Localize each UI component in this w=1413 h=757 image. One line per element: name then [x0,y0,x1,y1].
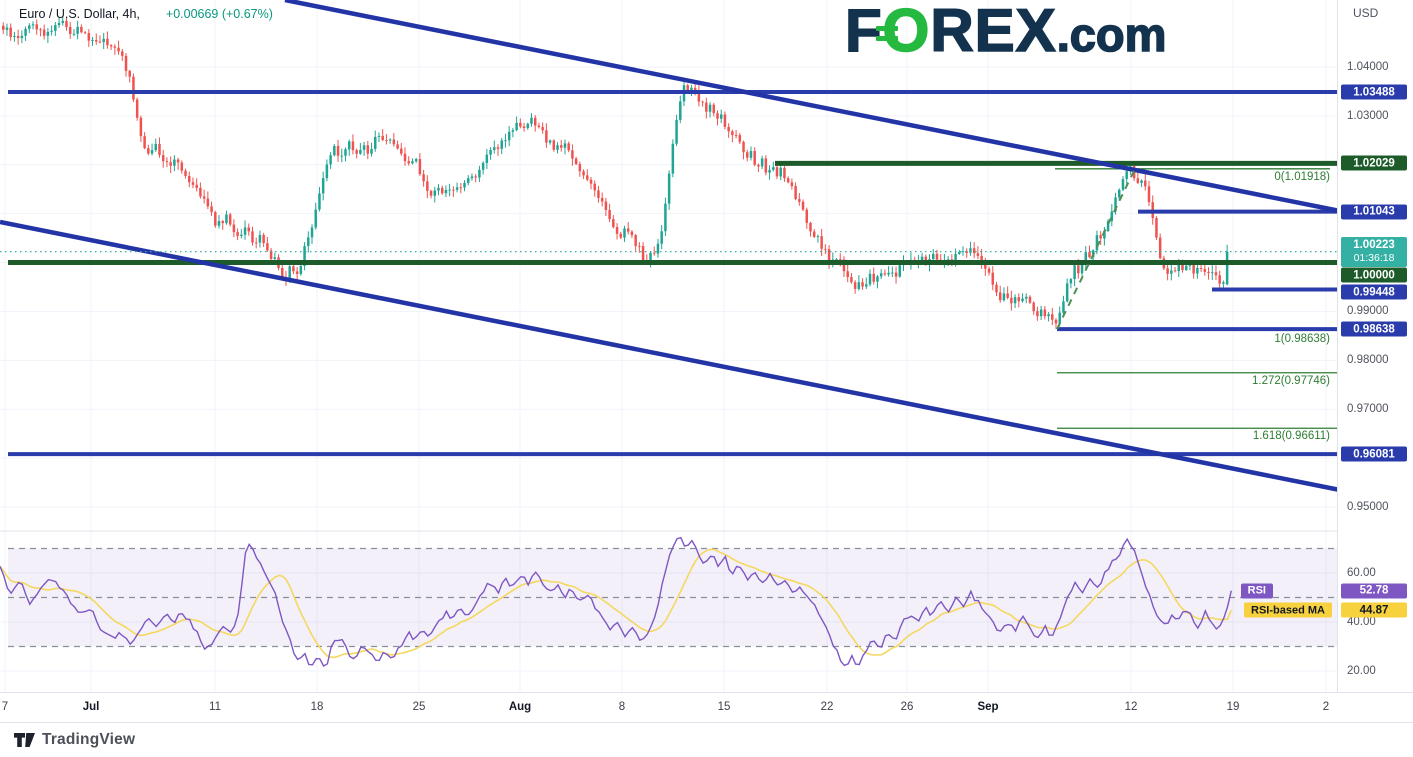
time-label: 26 [900,701,914,713]
candlesticks [2,16,1229,329]
price-tick-label: 1.04000 [1347,61,1389,73]
time-label: 15 [717,701,731,713]
current-price-badge: 1.00223 01:36:18 [1341,236,1407,267]
lower-channel [0,219,1346,494]
rsi-value-badge: 44.87 [1341,602,1407,618]
time-label: 2 [1322,701,1330,713]
price-tick-label: 0.99000 [1347,305,1389,318]
price-level-badge: 0.98638 [1341,321,1407,337]
rsi-ma-line [0,548,1233,659]
price-axis[interactable]: USD 1.04000 1.03000 0.99000 0.98000 0.97000 0… [1337,0,1413,722]
fib-label: 1.618(0.96611) [1252,430,1330,442]
time-label: 7 [1,701,9,713]
tradingview-attribution[interactable]: TradingView [14,731,135,749]
rsi-tick-label: 60.00 [1347,567,1376,579]
rsi-pill: RSI [1240,583,1273,599]
impulse-dashed-line [1056,168,1136,330]
time-label: 11 [209,701,221,713]
time-label: 19 [1226,701,1240,713]
price-level-badge: 1.01043 [1341,204,1407,220]
time-label: Jul [82,701,100,713]
tradingview-brand-text: TradingView [42,731,136,748]
grid-lines [0,0,1337,692]
forex-logo: F O REX .com [844,0,1167,64]
price-levels[interactable] [8,90,1337,457]
price-tick-label: 0.97000 [1347,403,1389,416]
price-tick-label: 1.03000 [1347,109,1389,122]
time-axis[interactable]: 7 Jul 11 18 25 Aug 8 15 22 26 Sep 12 19 2 [0,692,1413,723]
price-level-badge: 1.00000 [1341,267,1407,283]
trendlines[interactable] [0,0,1346,494]
symbol-title[interactable]: Euro / U.S. Dollar, 4h, [19,7,140,21]
time-label: Aug [508,701,532,713]
time-label: 22 [820,701,834,713]
forex-logo-f: F [844,0,883,64]
fib-label: 1(0.98638) [1274,333,1330,345]
change-value: +0.00669 (+0.67%) [165,7,273,21]
price-level-badge: 1.02029 [1341,155,1407,171]
quote-currency-label: USD [1353,6,1379,20]
forex-logo-dotcom: .com [1056,7,1167,62]
forex-logo-o-euro-icon: O [875,0,931,61]
rsi-value-badge: 52.78 [1341,583,1407,599]
price-level-badge: 1.03488 [1341,84,1407,100]
time-label: 8 [618,701,626,713]
price-tick-label: 0.98000 [1347,354,1389,367]
tradingview-icon [14,732,35,747]
fib-label: 1.272(0.97746) [1251,375,1330,387]
rsi-ma-pill: RSI-based MA [1244,602,1332,618]
rsi-line [0,536,1232,667]
time-label: Sep [977,701,999,713]
rsi-tick-label: 20.00 [1347,665,1376,677]
footer-bar: TradingView [0,722,1413,757]
time-label: 12 [1124,701,1138,713]
rsi-tick-label: 40.00 [1347,616,1376,628]
time-label: 18 [310,701,324,713]
forex-logo-rex: REX [930,0,1057,64]
fib-label: 0(1.01918) [1274,171,1330,183]
price-level-badge: 0.99448 [1341,284,1407,300]
price-tick-label: 0.95000 [1347,501,1389,513]
upper-channel [284,0,1346,215]
price-level-badge: 0.96081 [1341,446,1407,462]
time-label: 25 [412,701,426,713]
symbol-legend: Euro / U.S. Dollar, 4h, +0.00669 (+0.67%… [19,7,273,21]
